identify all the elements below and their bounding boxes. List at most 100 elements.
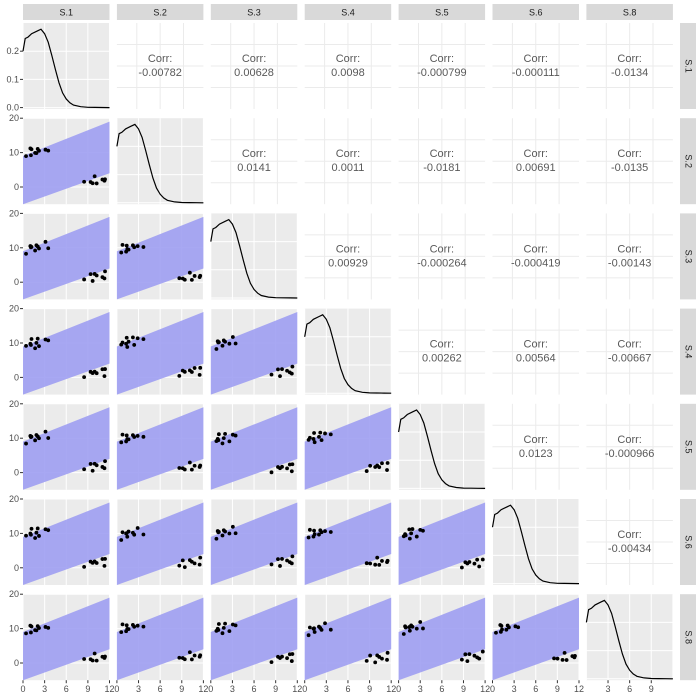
x-tick-label: 12 (574, 684, 584, 694)
scatter-point (192, 274, 197, 278)
scatter-point (103, 654, 107, 659)
scatter-point (34, 628, 39, 633)
confidence-band (304, 502, 392, 585)
scatter-point (421, 528, 425, 533)
scatter-point (94, 658, 99, 663)
top-strip-label: S.3 (247, 8, 261, 18)
confidence-band (398, 502, 486, 585)
y-tick-label: 10 (9, 338, 19, 348)
panel-S.4-S.1 (22, 308, 110, 395)
scatter-point (33, 248, 38, 253)
right-strip-S.5 (680, 403, 696, 490)
corr-label: Corr: (242, 53, 266, 65)
scatter-point (94, 561, 99, 565)
scatter-point (375, 555, 380, 560)
top-strip-S.5 (398, 4, 486, 20)
x-tick-label: 3 (42, 684, 47, 694)
confidence-band (116, 312, 204, 395)
x-tick-label: 3 (512, 684, 517, 694)
scatter-point (223, 621, 227, 626)
x-tick-label: 6 (533, 684, 538, 694)
scatter-point (135, 336, 140, 341)
confidence-band (116, 502, 204, 585)
scatter-point (192, 366, 197, 370)
scatter-point (126, 247, 131, 252)
x-tick-label: 6 (345, 684, 350, 694)
corr-label: Corr: (524, 53, 548, 65)
scatter-point (33, 438, 38, 443)
corr-value: -0.000799 (417, 67, 467, 79)
scatter-point (409, 531, 414, 536)
x-tick-label: 9 (461, 684, 466, 694)
corr-value: 0.0123 (519, 448, 553, 460)
corr-value: -0.00434 (608, 543, 651, 555)
scatter-point (197, 562, 202, 567)
scatter-point (120, 432, 125, 437)
x-tick-label: 3 (230, 684, 235, 694)
scatter-point (82, 277, 87, 282)
scatter-point (92, 651, 97, 656)
scatter-point (119, 440, 124, 445)
panel-S.2-S.2 (116, 118, 204, 205)
scatter-point (385, 468, 389, 472)
scatter-point (368, 561, 373, 566)
panel-S.1-S.5: Corr: -0.000799 (398, 23, 486, 109)
confidence-band (23, 407, 110, 490)
scatter-point (24, 343, 28, 348)
scatter-point (311, 437, 316, 441)
corr-label: Corr: (430, 339, 454, 351)
scatter-point (141, 532, 146, 537)
scatter-point (227, 629, 232, 634)
scatter-point (499, 623, 504, 628)
scatter-point (88, 462, 93, 466)
scatter-point (46, 436, 51, 440)
scatter-point (37, 436, 41, 441)
panel-S.3-S.8: Corr: -0.00143 (586, 213, 673, 300)
scatter-point (182, 565, 187, 570)
scatter-point (319, 438, 324, 443)
scatter-point (33, 346, 38, 351)
scatter-point (132, 532, 137, 537)
panel-S.2-S.1 (22, 117, 110, 205)
right-strip-label: S.2 (684, 154, 694, 168)
scatter-point (88, 272, 93, 277)
scatter-point (220, 533, 225, 538)
scatter-point (562, 650, 567, 655)
scatter-point (280, 367, 284, 372)
scatter-point (280, 464, 284, 469)
x-tick-label: 0 (490, 684, 495, 694)
scatter-point (132, 435, 137, 439)
scatter-point (280, 557, 284, 561)
right-strip-label: S.4 (684, 345, 694, 359)
density-curve (210, 218, 298, 299)
scatter-point (177, 563, 182, 568)
density-curve (116, 123, 204, 204)
corr-value: 0.00691 (516, 162, 556, 174)
scatter-point (192, 653, 197, 658)
scatter-point (467, 560, 472, 564)
scatter-point (290, 652, 295, 656)
confidence-band (398, 597, 486, 681)
scatter-point (214, 536, 219, 541)
top-strip-S.2 (116, 4, 204, 20)
scatter-point (278, 374, 282, 379)
scatter-point (290, 364, 295, 369)
scatter-point (29, 526, 34, 531)
scatter-point (103, 177, 107, 182)
scatter-point (94, 273, 99, 278)
x-tick-label: 12 (292, 684, 302, 694)
scatter-point (24, 154, 28, 159)
scatter-point (373, 660, 378, 665)
scatter-point (82, 657, 87, 661)
panel-S.3-S.6: Corr: -0.000419 (492, 213, 579, 300)
scatter-point (119, 630, 124, 635)
scatter-point (500, 627, 504, 632)
scatter-point (403, 533, 408, 538)
confidence-band (210, 502, 298, 585)
scatter-point (269, 372, 274, 377)
scatter-point (407, 527, 412, 532)
scatter-point (124, 335, 129, 340)
x-tick-label: 6 (439, 684, 444, 694)
scatter-point (385, 558, 390, 563)
scatter-point (410, 527, 415, 531)
